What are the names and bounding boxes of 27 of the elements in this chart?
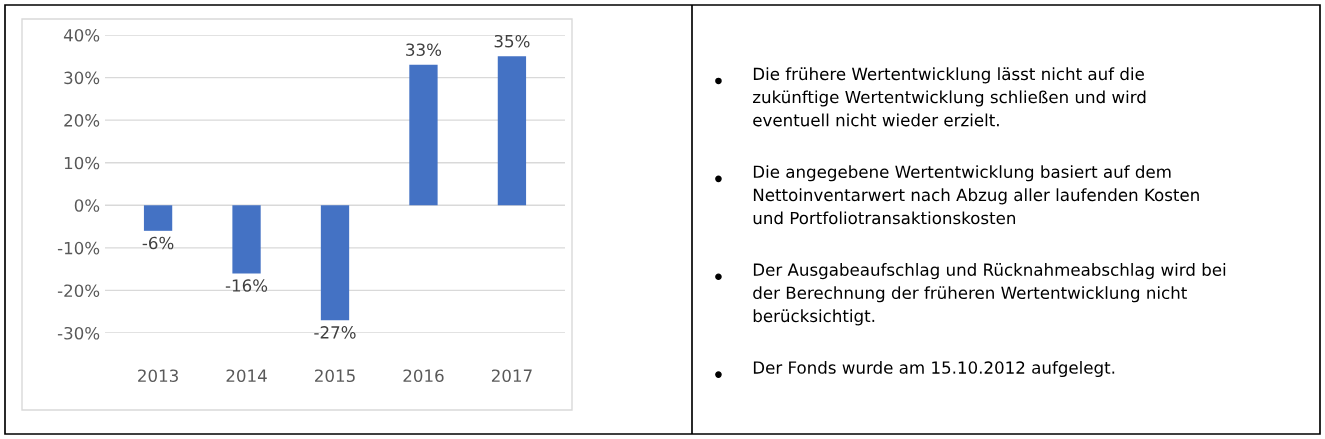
text: Der Fonds wurde am 15.10.2012 aufgelegt. (753, 360, 1115, 378)
bar (143, 205, 173, 231)
x-tick-label: 2015 (315, 369, 355, 383)
bar (409, 64, 438, 206)
x-tick-label: 2014 (226, 369, 267, 383)
y-tick-label: -10% (57, 241, 100, 255)
data-label: 35% (494, 34, 530, 48)
y-tick-label: 10% (64, 156, 100, 170)
data-label: -16% (225, 279, 268, 292)
bar (320, 205, 350, 321)
y-tick-label: -20% (57, 284, 100, 297)
text: Der Ausgabeaufschlag und Rücknahmeabschlag wird bei der Berechnung der früheren Wertentwicklung nicht berücksichtigt. (753, 263, 1226, 326)
y-tick-label: 0% (74, 199, 100, 212)
text: Die angegebene Wertentwicklung basiert auf dem Nettoinventarwert nach Abzug aller laufenden Kosten und Portfoliotransaktionskosten (753, 165, 1199, 225)
data-label: 33% (406, 43, 442, 57)
x-tick-label: 2016 (403, 369, 444, 383)
y-tick-label: 30% (64, 71, 100, 85)
bar (232, 205, 261, 274)
y-tick-label: -30% (57, 326, 100, 340)
x-tick-label: 2013 (138, 369, 178, 383)
bar (497, 56, 527, 206)
data-label: -6% (142, 236, 174, 250)
y-tick-label: 20% (64, 114, 100, 127)
y-tick-label: 40% (63, 28, 100, 42)
data-label: -27% (314, 326, 356, 339)
x-tick-label: 2017 (491, 369, 532, 383)
text: Die frühere Wertentwicklung lässt nicht auf die zukünftige Wertentwicklung schließen und wird eventuell nicht wieder erzielt. (752, 67, 1146, 127)
